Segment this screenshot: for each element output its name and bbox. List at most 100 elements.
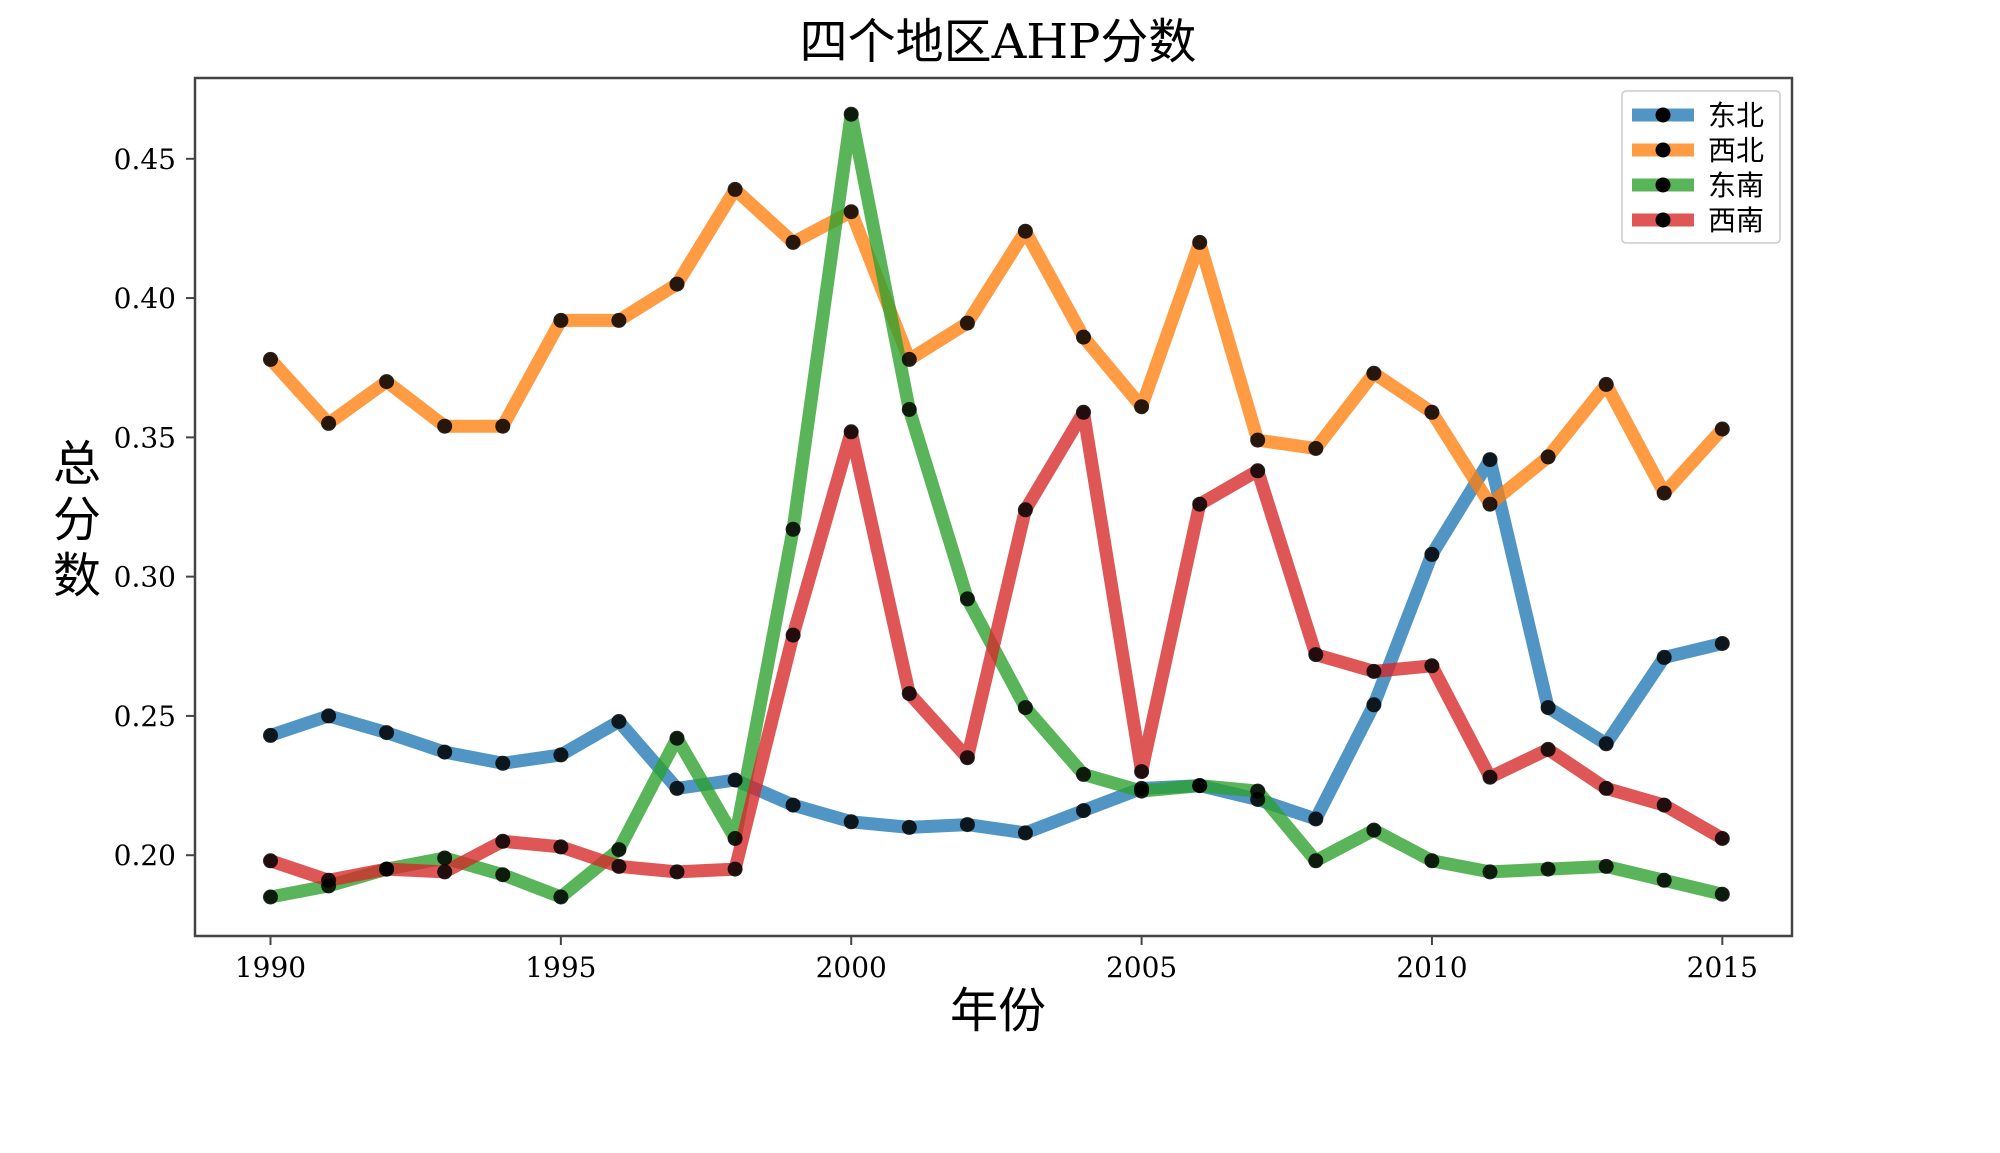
data-point [843,204,859,220]
data-point [1482,452,1498,468]
data-point [1482,864,1498,880]
data-point [1656,649,1672,665]
data-point [959,315,975,331]
data-point [901,819,917,835]
data-point [1598,858,1614,874]
data-point [1482,769,1498,785]
data-point [1366,365,1382,381]
x-tick-label: 1990 [235,951,306,984]
y-tick-label: 0.40 [114,282,176,315]
data-point [611,858,627,874]
y-tick-label: 0.45 [114,143,176,176]
y-axis-label: 总分数 [53,436,101,604]
data-point [495,755,511,771]
series-lines [264,107,1729,904]
data-point [321,415,337,431]
data-point [1540,741,1556,757]
data-point [553,889,569,905]
legend-label: 西南 [1708,204,1764,237]
legend-label: 西北 [1708,134,1764,167]
data-point [1714,636,1730,651]
data-point [1540,449,1556,465]
data-point [495,418,511,434]
data-point [785,797,801,813]
data-point [1134,783,1150,799]
data-point [1076,404,1091,420]
data-point [1134,399,1150,415]
data-point [669,864,685,880]
data-point [263,727,278,743]
chart-title: 四个地区AHP分数 [800,14,1197,70]
x-tick-label: 2015 [1687,951,1758,984]
series-line-1 [264,453,1729,840]
legend-marker [1655,177,1671,193]
data-point [959,817,975,833]
data-point [1424,546,1440,562]
data-point [263,853,278,869]
data-point [1540,700,1556,716]
series-line-4 [264,405,1729,887]
data-point [379,861,395,877]
data-point [1424,658,1440,674]
data-point [785,234,801,250]
legend-label: 东北 [1708,99,1764,132]
data-point [495,867,511,883]
data-point [1192,496,1208,512]
legend-box [1621,90,1781,244]
data-point [901,402,917,417]
legend-marker [1655,212,1671,228]
y-axis: 0.20 0.25 0.30 0.35 0.40 0.45 [114,143,195,872]
data-point [1308,441,1324,456]
legend-label: 东南 [1708,169,1764,202]
data-point [727,861,743,877]
data-point [1076,766,1091,782]
data-point [843,814,859,830]
data-point [1366,663,1382,679]
data-point [263,889,278,905]
data-point [437,744,453,760]
data-point [1308,853,1324,869]
y-tick-label: 0.25 [114,700,176,733]
data-point [1598,736,1614,752]
data-point [321,872,337,888]
data-point [1424,404,1440,420]
data-point [1598,376,1614,392]
data-point [1250,432,1266,448]
legend-marker [1655,107,1671,123]
data-point [1656,485,1672,501]
data-point [1017,223,1033,239]
data-point [727,181,743,197]
data-point [611,714,627,729]
data-point [785,521,801,537]
data-point [437,864,453,880]
data-point [1424,853,1440,869]
y-tick-label: 0.20 [114,839,176,872]
data-point [669,730,685,746]
data-point [611,312,627,328]
data-point [959,591,975,607]
data-point [263,351,278,367]
y-tick-label: 0.30 [114,561,176,594]
data-point [1017,825,1033,841]
legend-marker [1655,142,1671,158]
data-point [1714,421,1730,437]
data-point [1656,797,1672,813]
data-point [785,627,801,643]
data-point [1250,463,1266,479]
data-point [437,418,453,434]
data-point [1250,783,1266,799]
data-point [843,106,859,122]
data-point [495,833,511,849]
data-point [379,725,395,741]
data-point [901,351,917,367]
data-point [611,842,627,858]
data-point [1656,872,1672,888]
data-point [959,750,975,766]
data-point [727,772,743,788]
data-point [1017,502,1033,518]
data-point [1366,822,1382,838]
series-points [263,106,1730,905]
